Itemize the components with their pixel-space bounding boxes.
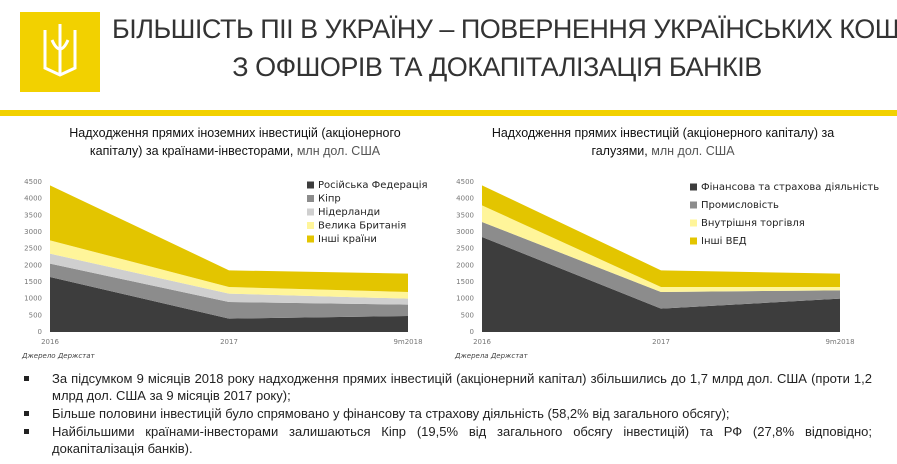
- legend-swatch: [690, 183, 697, 191]
- y-tick-label: 1000: [456, 295, 474, 303]
- y-tick-label: 0: [38, 328, 42, 336]
- legend-label: Інші країни: [318, 233, 377, 245]
- area: [50, 253, 408, 305]
- y-tick-label: 4500: [24, 178, 42, 186]
- legend-swatch: [307, 222, 314, 229]
- x-tick-label: 2017: [652, 338, 670, 346]
- bullet: За підсумком 9 місяців 2018 року надходж…: [10, 370, 872, 404]
- area: [50, 277, 408, 332]
- header-title: З ОФШОРІВ ТА ДОКАПІТАЛІЗАЦІЯ БАНКІВ: [232, 52, 762, 82]
- legend-swatch: [307, 195, 314, 202]
- y-tick-label: 3500: [24, 211, 42, 219]
- legend-swatch: [307, 181, 314, 189]
- bullet: Найбільшими країнами-інвесторами залишаю…: [10, 423, 872, 457]
- y-tick-label: 1500: [456, 278, 474, 286]
- x-tick-label: 2016: [473, 338, 491, 346]
- chart-title: Надходження прямих іноземних інвестицій …: [45, 124, 425, 160]
- y-tick-label: 3500: [456, 211, 474, 219]
- legend-label: Внутрішня торгівля: [701, 217, 805, 229]
- legend-label: Нідерланди: [318, 206, 380, 218]
- legend-label: Промисловість: [701, 199, 779, 211]
- area: [482, 185, 840, 287]
- y-tick-label: 2000: [456, 261, 474, 269]
- y-tick-label: 3000: [24, 228, 42, 236]
- area: [482, 222, 840, 309]
- area: [482, 237, 840, 332]
- area: [50, 263, 408, 319]
- source: Джерела Держстат: [455, 352, 528, 360]
- x-tick-label: 9m2018: [393, 338, 422, 346]
- bullet-list: За підсумком 9 місяців 2018 року надходж…: [10, 370, 872, 458]
- x-tick-label: 9m2018: [825, 338, 854, 346]
- y-tick-label: 2000: [24, 261, 42, 269]
- divider: [0, 110, 897, 116]
- area: [482, 205, 840, 292]
- title: Надходження прямих іноземних інвестицій …: [69, 126, 401, 158]
- y-tick-label: 1500: [24, 278, 42, 286]
- unit: млн дол. США: [296, 144, 381, 158]
- source: Джерело Держстат: [22, 352, 95, 360]
- legend-label: Кіпр: [318, 193, 341, 205]
- trident: [43, 24, 77, 77]
- legend-swatch: [307, 208, 314, 216]
- title: Надходження прямих інвестицій (акціонерн…: [491, 126, 835, 158]
- y-tick-label: 3000: [456, 228, 474, 236]
- area: [50, 185, 408, 292]
- legend-swatch: [690, 201, 697, 209]
- x-tick-label: 2016: [41, 338, 59, 346]
- unit: млн дол. США: [651, 144, 735, 158]
- legend-label: Велика Британія: [318, 220, 406, 232]
- y-tick-label: 4500: [456, 178, 474, 186]
- y-tick-label: 2500: [24, 245, 42, 253]
- y-tick-label: 500: [461, 311, 474, 319]
- legend-label: Інші ВЕД: [701, 235, 747, 247]
- bullet: Більше половини інвестицій було спрямова…: [10, 405, 872, 422]
- chart-title: Надходження прямих інвестицій (акціонерн…: [478, 124, 848, 160]
- legend-label: Російська Федерація: [318, 179, 428, 191]
- y-tick-label: 500: [29, 311, 42, 319]
- legend-swatch: [307, 235, 314, 243]
- y-tick-label: 4000: [456, 195, 474, 203]
- y-tick-label: 2500: [456, 245, 474, 253]
- y-tick-label: 4000: [24, 195, 42, 203]
- y-tick-label: 1000: [24, 295, 42, 303]
- header-title: БІЛЬШІСТЬ ПІІ В УКРАЇНУ – ПОВЕРНЕННЯ УКР…: [112, 14, 897, 44]
- x-tick-label: 2017: [220, 338, 238, 346]
- legend-label: Фінансова та страхова діяльність: [701, 181, 879, 193]
- y-tick-label: 0: [470, 328, 474, 336]
- legend-swatch: [690, 219, 697, 227]
- legend-swatch: [690, 237, 697, 245]
